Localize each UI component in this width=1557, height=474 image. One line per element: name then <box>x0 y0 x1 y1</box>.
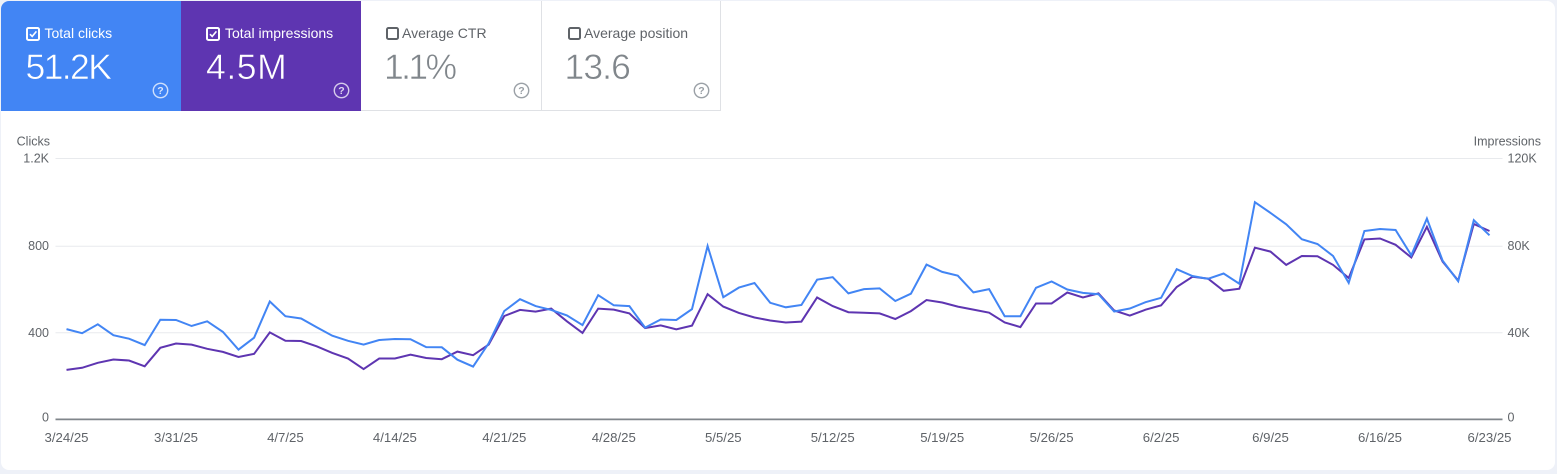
svg-text:4/7/25: 4/7/25 <box>267 430 304 445</box>
svg-text:?: ? <box>338 85 344 97</box>
svg-text:0: 0 <box>1507 410 1514 424</box>
svg-text:?: ? <box>518 85 524 97</box>
svg-text:5/26/25: 5/26/25 <box>1029 430 1073 445</box>
svg-text:6/16/25: 6/16/25 <box>1358 430 1402 445</box>
svg-text:400: 400 <box>28 326 49 340</box>
svg-text:?: ? <box>698 85 704 97</box>
svg-text:Impressions: Impressions <box>1473 135 1540 149</box>
svg-text:?: ? <box>157 85 163 97</box>
svg-text:6/9/25: 6/9/25 <box>1252 430 1289 445</box>
svg-text:80K: 80K <box>1507 239 1530 253</box>
svg-text:6/2/25: 6/2/25 <box>1142 430 1179 445</box>
svg-text:0: 0 <box>42 410 49 424</box>
svg-text:Clicks: Clicks <box>16 135 49 149</box>
svg-text:4/14/25: 4/14/25 <box>372 430 416 445</box>
svg-text:1.2K: 1.2K <box>23 152 49 166</box>
svg-text:6/23/25: 6/23/25 <box>1467 430 1511 445</box>
svg-text:5/19/25: 5/19/25 <box>920 430 964 445</box>
svg-text:4/28/25: 4/28/25 <box>591 430 635 445</box>
svg-text:120K: 120K <box>1507 152 1537 166</box>
svg-text:3/31/25: 3/31/25 <box>154 430 198 445</box>
svg-text:5/12/25: 5/12/25 <box>810 430 854 445</box>
svg-text:800: 800 <box>28 239 49 253</box>
svg-text:40K: 40K <box>1507 326 1530 340</box>
svg-text:5/5/25: 5/5/25 <box>704 430 741 445</box>
svg-text:3/24/25: 3/24/25 <box>44 430 88 445</box>
svg-text:4/21/25: 4/21/25 <box>482 430 526 445</box>
